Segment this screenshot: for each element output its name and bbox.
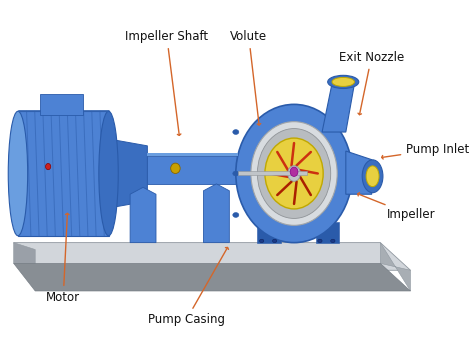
Polygon shape — [380, 243, 410, 291]
Ellipse shape — [233, 130, 239, 134]
Ellipse shape — [233, 171, 239, 176]
Polygon shape — [109, 139, 147, 208]
Ellipse shape — [257, 129, 331, 218]
Ellipse shape — [366, 166, 379, 187]
Ellipse shape — [290, 167, 298, 176]
Ellipse shape — [99, 111, 118, 236]
Ellipse shape — [328, 75, 359, 88]
Ellipse shape — [233, 213, 239, 217]
Polygon shape — [130, 187, 156, 243]
Polygon shape — [14, 243, 410, 270]
Text: Motor: Motor — [46, 213, 80, 304]
Polygon shape — [316, 222, 339, 243]
Text: Exit Nozzle: Exit Nozzle — [339, 51, 404, 115]
Ellipse shape — [265, 138, 323, 209]
Polygon shape — [14, 243, 35, 270]
Polygon shape — [147, 153, 238, 156]
Polygon shape — [18, 111, 109, 236]
Ellipse shape — [288, 166, 301, 181]
Ellipse shape — [318, 239, 322, 243]
Polygon shape — [14, 263, 410, 291]
FancyBboxPatch shape — [39, 94, 82, 115]
Text: Pump Casing: Pump Casing — [148, 247, 228, 327]
Ellipse shape — [332, 77, 355, 86]
Ellipse shape — [236, 104, 352, 243]
Ellipse shape — [260, 239, 264, 243]
Ellipse shape — [362, 160, 383, 193]
Ellipse shape — [331, 239, 335, 243]
Text: Impeller: Impeller — [358, 193, 436, 221]
Polygon shape — [346, 151, 372, 194]
Ellipse shape — [8, 111, 27, 236]
Text: Pump Inlet: Pump Inlet — [382, 143, 469, 159]
Ellipse shape — [46, 163, 51, 170]
Ellipse shape — [251, 122, 337, 225]
Polygon shape — [257, 222, 281, 243]
Polygon shape — [322, 84, 355, 132]
Polygon shape — [147, 156, 238, 184]
FancyBboxPatch shape — [238, 171, 307, 175]
Ellipse shape — [171, 163, 180, 174]
Text: Volute: Volute — [230, 30, 267, 125]
Polygon shape — [203, 184, 229, 243]
Text: Impeller Shaft: Impeller Shaft — [125, 30, 209, 135]
Ellipse shape — [273, 239, 277, 243]
